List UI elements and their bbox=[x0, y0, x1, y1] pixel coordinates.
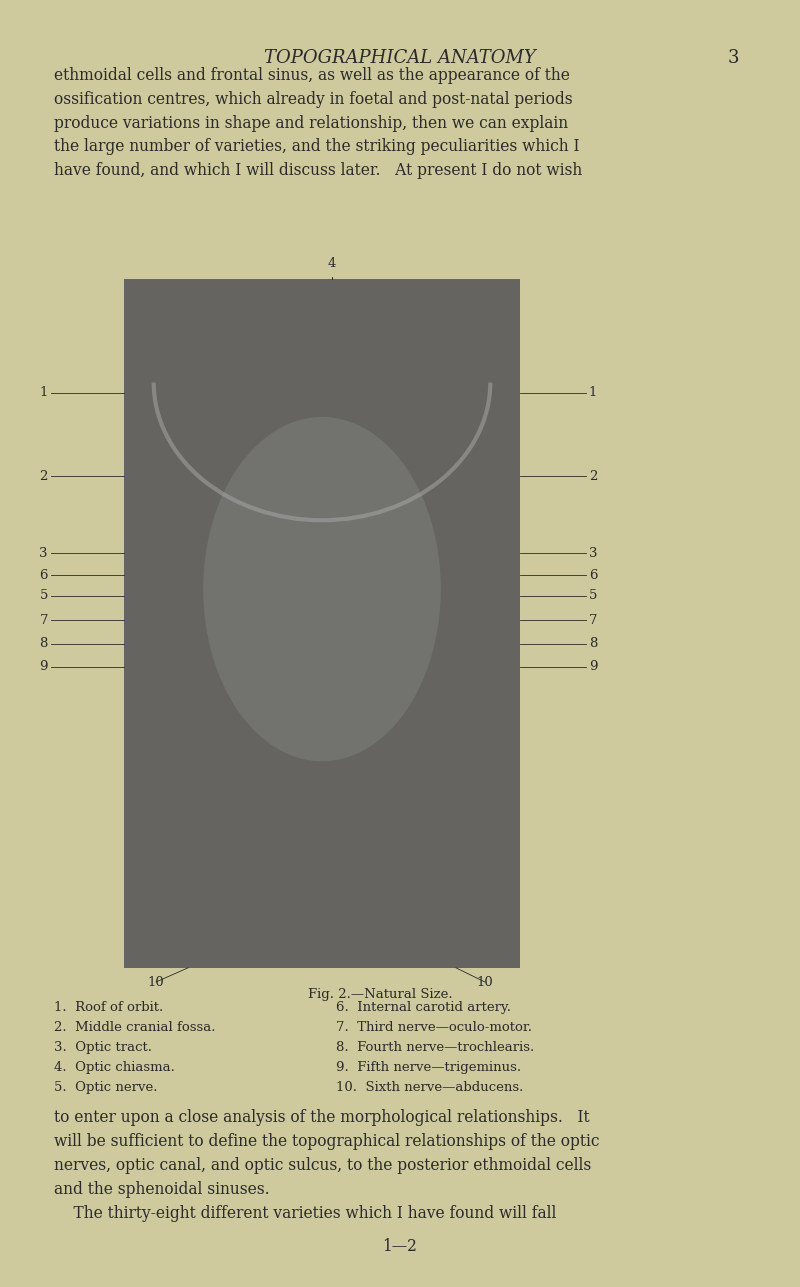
Text: The thirty-eight different varieties which I have found will fall: The thirty-eight different varieties whi… bbox=[54, 1205, 557, 1221]
Text: 10: 10 bbox=[477, 976, 493, 988]
Text: 9.  Fifth nerve—trigeminus.: 9. Fifth nerve—trigeminus. bbox=[336, 1060, 521, 1075]
Text: 4: 4 bbox=[328, 257, 336, 270]
Text: will be sufficient to define the topographical relationships of the optic: will be sufficient to define the topogra… bbox=[54, 1133, 600, 1151]
Text: 4.  Optic chiasma.: 4. Optic chiasma. bbox=[54, 1060, 175, 1075]
Text: 2: 2 bbox=[40, 470, 48, 483]
Text: 1.  Roof of orbit.: 1. Roof of orbit. bbox=[54, 1001, 164, 1014]
Text: 10: 10 bbox=[148, 976, 164, 988]
Text: ethmoidal cells and frontal sinus, as well as the appearance of the: ethmoidal cells and frontal sinus, as we… bbox=[54, 67, 570, 84]
Text: 7: 7 bbox=[589, 614, 598, 627]
Text: have found, and which I will discuss later.   At present I do not wish: have found, and which I will discuss lat… bbox=[54, 162, 582, 179]
Text: nerves, optic canal, and optic sulcus, to the posterior ethmoidal cells: nerves, optic canal, and optic sulcus, t… bbox=[54, 1157, 592, 1174]
Text: 3: 3 bbox=[39, 547, 48, 560]
Text: 8: 8 bbox=[589, 637, 597, 650]
Text: 1: 1 bbox=[589, 386, 597, 399]
Text: 8: 8 bbox=[40, 637, 48, 650]
Text: TOPOGRAPHICAL ANATOMY: TOPOGRAPHICAL ANATOMY bbox=[264, 49, 536, 67]
Text: 6: 6 bbox=[589, 569, 598, 582]
Text: 6.  Internal carotid artery.: 6. Internal carotid artery. bbox=[336, 1001, 511, 1014]
Text: 9: 9 bbox=[589, 660, 598, 673]
Text: 8.  Fourth nerve—trochlearis.: 8. Fourth nerve—trochlearis. bbox=[336, 1041, 534, 1054]
Text: 5.  Optic nerve.: 5. Optic nerve. bbox=[54, 1081, 158, 1094]
Text: 7: 7 bbox=[39, 614, 48, 627]
Text: produce variations in shape and relationship, then we can explain: produce variations in shape and relation… bbox=[54, 115, 569, 131]
Text: 2.  Middle cranial fossa.: 2. Middle cranial fossa. bbox=[54, 1022, 216, 1035]
Text: the large number of varieties, and the striking peculiarities which I: the large number of varieties, and the s… bbox=[54, 138, 580, 156]
Text: 5: 5 bbox=[40, 589, 48, 602]
Text: to enter upon a close analysis of the morphological relationships.   It: to enter upon a close analysis of the mo… bbox=[54, 1109, 590, 1126]
Text: 3.  Optic tract.: 3. Optic tract. bbox=[54, 1041, 152, 1054]
Text: 5: 5 bbox=[589, 589, 597, 602]
Ellipse shape bbox=[203, 417, 441, 761]
Text: 2: 2 bbox=[589, 470, 597, 483]
Text: 6: 6 bbox=[39, 569, 48, 582]
Text: and the sphenoidal sinuses.: and the sphenoidal sinuses. bbox=[54, 1181, 270, 1198]
Text: 9: 9 bbox=[39, 660, 48, 673]
Text: ossification centres, which already in foetal and post-natal periods: ossification centres, which already in f… bbox=[54, 90, 573, 108]
Text: 1: 1 bbox=[40, 386, 48, 399]
Text: 1—2: 1—2 bbox=[382, 1238, 418, 1255]
Text: 3: 3 bbox=[728, 49, 739, 67]
Text: 7.  Third nerve—oculo-motor.: 7. Third nerve—oculo-motor. bbox=[336, 1022, 532, 1035]
Text: 10.  Sixth nerve—abducens.: 10. Sixth nerve—abducens. bbox=[336, 1081, 523, 1094]
Text: 3: 3 bbox=[589, 547, 598, 560]
Text: Fig. 2.—Natural Size.: Fig. 2.—Natural Size. bbox=[308, 988, 453, 1001]
